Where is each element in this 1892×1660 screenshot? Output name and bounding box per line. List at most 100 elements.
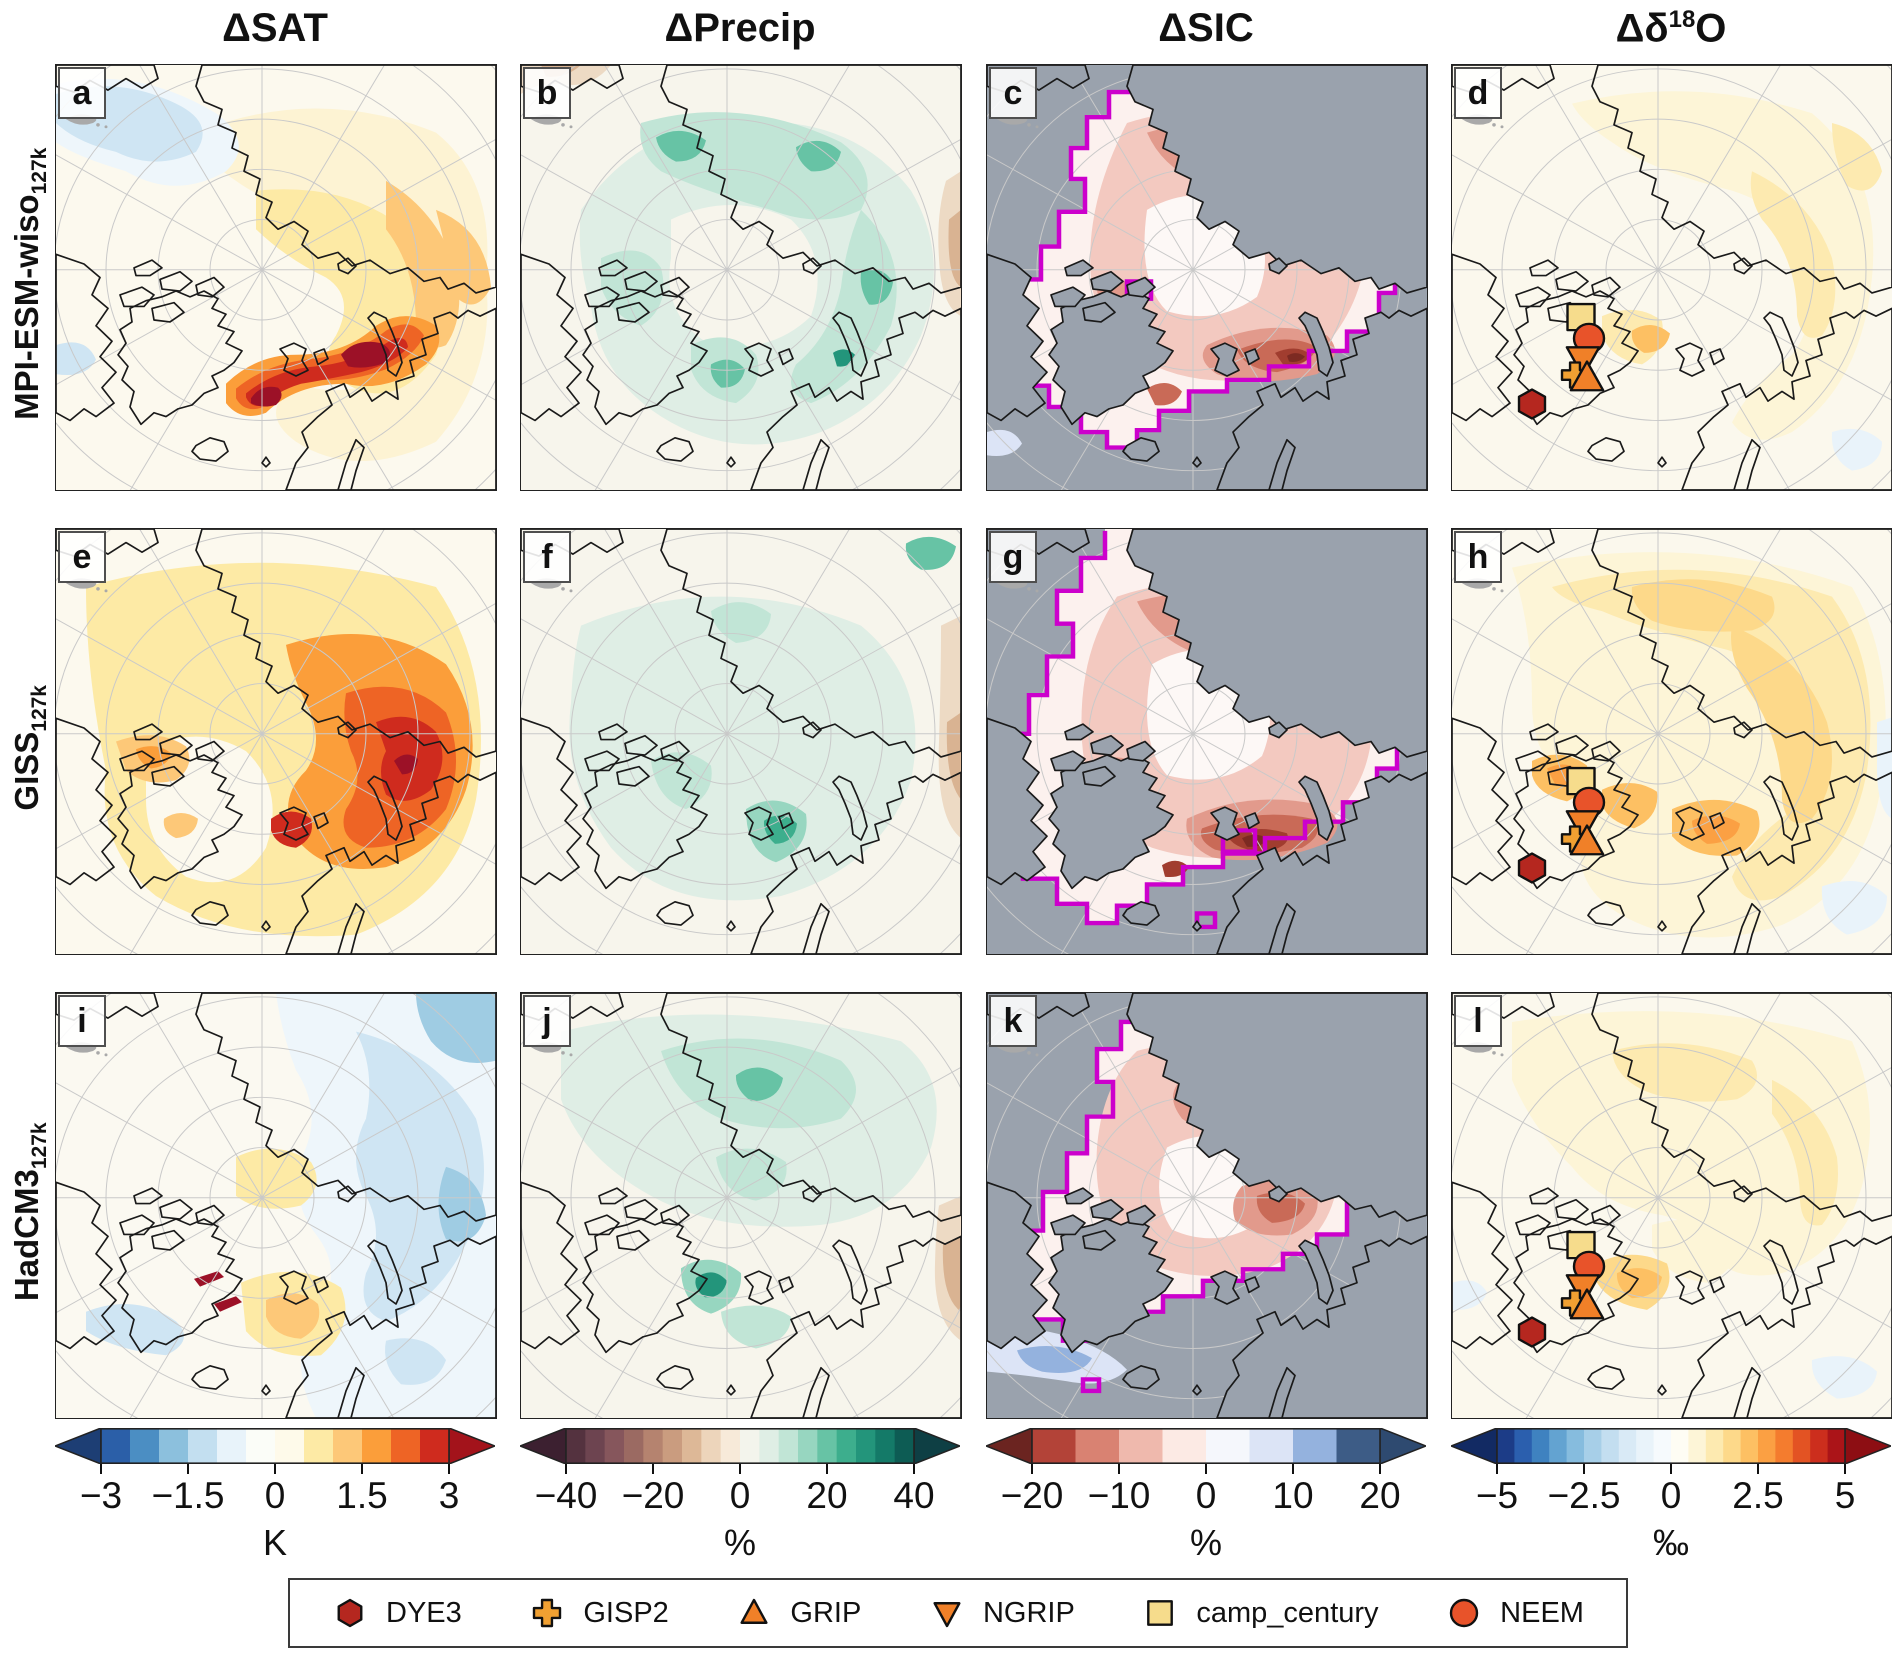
panel-letter: a [58,67,106,119]
colorbar-unit: ‰ [1653,1522,1689,1563]
row-label-giss: GISS127k [8,685,51,811]
colorbar-tick-label: 3 [438,1475,460,1516]
legend-label: camp_century [1196,1596,1379,1629]
coastline [56,529,496,954]
map-panel-f: f [520,528,962,955]
panel-letter: f [523,531,571,583]
graticule [521,529,961,954]
legend-item-camp-century: camp_century [1142,1595,1379,1631]
legend-item-ngrip: NGRIP [929,1595,1075,1631]
colorbar-tick-label: −20 [621,1475,685,1516]
graticule [521,993,961,1418]
circle-marker-icon [1449,1598,1479,1628]
map-panel-e: e [55,528,497,955]
panel-letter: g [989,531,1037,583]
coastline [987,993,1427,1418]
row-label-mpi-esm-wiso: MPI-ESM-wiso127k [8,147,51,420]
map-panel-h: h [1451,528,1892,955]
map-panel-j: j [520,992,962,1419]
map-panel-g: g [986,528,1428,955]
colorbar-tick-label: −10 [1087,1475,1151,1516]
panel-letter: b [523,67,571,119]
ice-core-site-markers [1517,1230,1606,1348]
map-panel-c: c [986,64,1428,491]
colorbar-sat: −3 −1.5 0 1.5 3 K [55,1428,495,1578]
colorbar-sic: −20 −10 0 10 20% [986,1428,1426,1578]
colorbar-tick-label: −5 [1475,1475,1519,1516]
hexagon-marker-icon [337,1598,363,1628]
colorbar-unit: % [723,1522,756,1563]
legend-label: GISP2 [583,1596,669,1629]
map-panel-a: a [55,64,497,491]
colorbar-ramp [520,1428,960,1464]
legend-item-dye3: DYE3 [332,1595,462,1631]
legend-label: NGRIP [982,1596,1075,1629]
colorbar-precip: −40 −20 0 20 40% [520,1428,960,1578]
colorbar-tick [1204,1464,1208,1474]
column-header-dsic: ΔSIC [1158,6,1254,50]
graticule [521,65,961,490]
column-header-dsat: ΔSAT [222,6,328,50]
ice-core-site-markers [1517,302,1606,420]
coastline [987,65,1427,490]
colorbar-tick-label: −20 [1000,1475,1064,1516]
colorbar-tick [564,1464,568,1474]
colorbar-tick [1495,1464,1499,1474]
panel-letter: k [989,995,1037,1047]
colorbar-tick [912,1464,916,1474]
panel-letter: d [1454,67,1502,119]
colorbar-tick [1756,1464,1760,1474]
legend-item-gisp2: GISP2 [529,1595,669,1631]
legend-label: GRIP [790,1596,862,1629]
colorbar-tick-label: −2.5 [1547,1475,1621,1516]
colorbar-tick-label: 0 [729,1475,751,1516]
legend-label: NEEM [1500,1596,1584,1629]
panel-letter: i [58,995,106,1047]
plus-marker-icon [533,1598,562,1628]
colorbar-tick [447,1464,451,1474]
colorbar-ramp [986,1428,1426,1464]
square-marker-icon [1147,1600,1174,1626]
column-header-dd18o: Δδ18O [1615,6,1727,51]
colorbar-tick-label: 10 [1272,1475,1314,1516]
colorbar-tick [1291,1464,1295,1474]
colorbar-tick-label: −1.5 [151,1475,225,1516]
row-label-hadcm3: HadCM3127k [8,1122,51,1302]
ice-core-site-legend: DYE3 GISP2 GRIP NGRIP camp_century NEEM [288,1578,1628,1648]
colorbar-tick [1378,1464,1382,1474]
panel-letter: e [58,531,106,583]
map-panel-b: b [520,64,962,491]
coastline [1452,65,1892,490]
coastline [521,529,961,954]
colorbar-tick-label: 0 [264,1475,286,1516]
panel-letter: h [1454,531,1502,583]
colorbar-tick-label: 5 [1834,1475,1856,1516]
legend-item-neem: NEEM [1446,1595,1584,1631]
colorbar-d18o: −5 −2.5 0 2.5 5 ‰ [1451,1428,1891,1578]
colorbar-tick [273,1464,277,1474]
colorbar-tick [1117,1464,1121,1474]
legend-item-grip: GRIP [736,1595,861,1631]
panel-letter: c [989,67,1037,119]
coastline [521,993,961,1418]
coastline [521,65,961,490]
colorbar-tick-label: 2.5 [1732,1475,1784,1516]
colorbar-tick [738,1464,742,1474]
coastline [1452,529,1892,954]
colorbar-tick [1030,1464,1034,1474]
colorbar-tick-label: 0 [1195,1475,1217,1516]
map-panel-k: k [986,992,1428,1419]
ice-core-site-markers [1517,766,1606,884]
graticule [56,993,496,1418]
colorbar-ramp [1451,1428,1891,1464]
column-header-dprecip: ΔPrecip [664,6,816,50]
colorbar-tick [1843,1464,1847,1474]
colorbar-tick-label: 0 [1660,1475,1682,1516]
colorbar-ramp [55,1428,495,1464]
colorbar-tick [186,1464,190,1474]
colorbar-tick [360,1464,364,1474]
map-panel-i: i [55,992,497,1419]
colorbar-tick-label: 20 [1359,1475,1401,1516]
coastline [987,529,1427,954]
